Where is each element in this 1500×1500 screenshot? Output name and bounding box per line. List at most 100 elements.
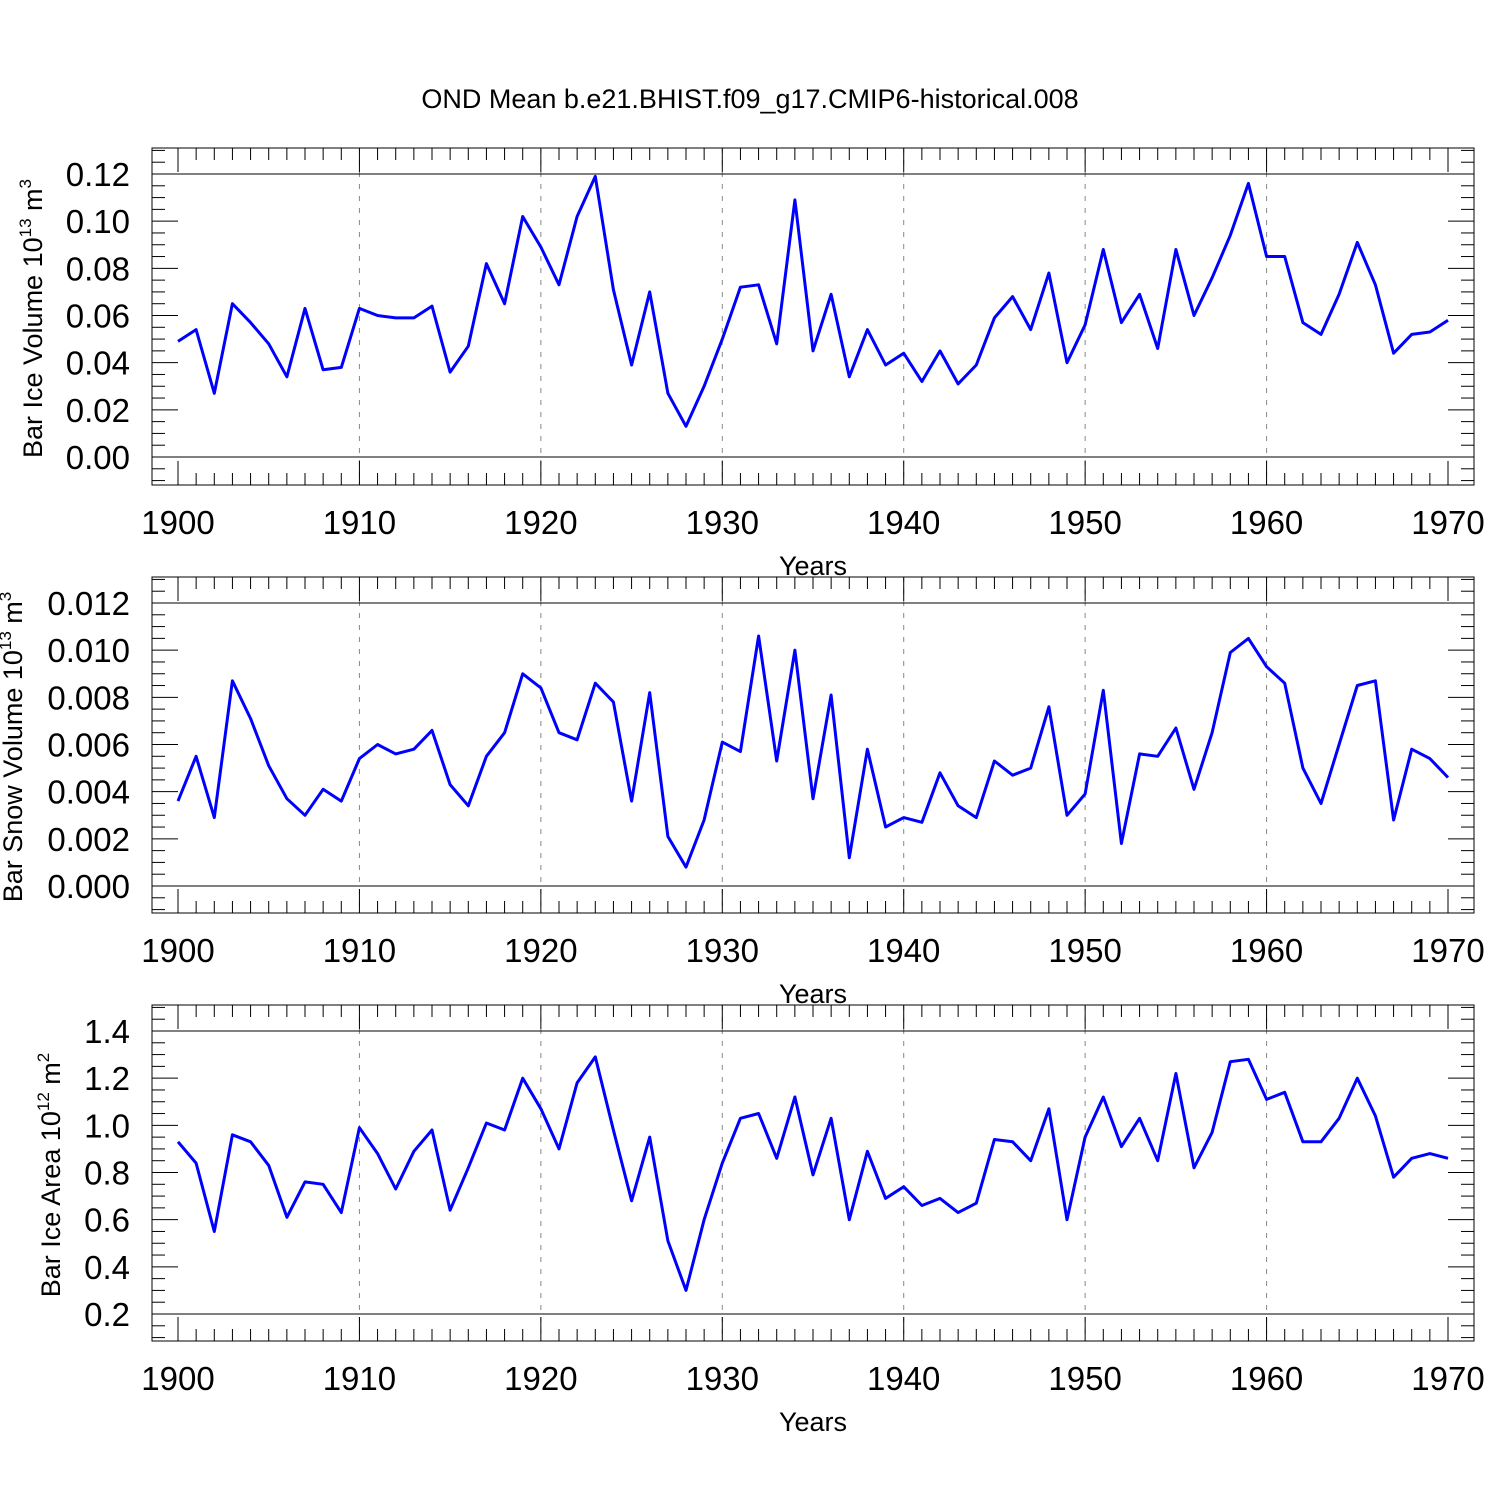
data-point — [467, 345, 470, 348]
data-point — [975, 816, 978, 819]
data-point — [1193, 1166, 1196, 1169]
data-point — [1410, 1157, 1413, 1160]
data-point — [1066, 814, 1069, 817]
data-point — [975, 1202, 978, 1205]
data-point — [812, 797, 815, 800]
data-point — [1374, 283, 1377, 286]
data-point — [267, 342, 270, 345]
x-tick-label: 1900 — [141, 1360, 214, 1397]
data-point — [630, 800, 633, 803]
data-point — [340, 800, 343, 803]
data-point — [866, 328, 869, 331]
data-point — [993, 760, 996, 763]
data-point — [1102, 689, 1105, 692]
data-point — [830, 293, 833, 296]
data-point — [1410, 748, 1413, 751]
data-point — [467, 1166, 470, 1169]
data-point — [358, 757, 361, 760]
data-point — [920, 1204, 923, 1207]
x-tick-label: 1920 — [504, 1360, 577, 1397]
data-point — [1011, 1140, 1014, 1143]
y-tick-label: 0.04 — [66, 345, 130, 382]
data-point — [1356, 241, 1359, 244]
x-tick-label: 1930 — [686, 504, 759, 541]
data-point — [231, 302, 234, 305]
data-point — [467, 804, 470, 807]
series-line — [177, 174, 1449, 428]
data-point — [1066, 1218, 1069, 1221]
data-point — [576, 738, 579, 741]
data-point — [1338, 293, 1341, 296]
data-point — [1301, 767, 1304, 770]
data-point — [775, 760, 778, 763]
data-point — [1138, 1117, 1141, 1120]
data-point — [993, 316, 996, 319]
data-point — [793, 198, 796, 201]
series-line — [176, 1055, 1449, 1292]
x-tick-label: 1960 — [1230, 932, 1303, 969]
data-point — [721, 338, 724, 341]
data-point — [1011, 774, 1014, 777]
data-point — [304, 307, 307, 310]
data-point — [1447, 319, 1450, 322]
data-point — [812, 1173, 815, 1176]
data-point — [793, 649, 796, 652]
data-point — [1338, 1117, 1341, 1120]
y-tick-label: 0.004 — [47, 774, 130, 811]
data-point — [703, 385, 706, 388]
x-tick-label: 1970 — [1411, 932, 1484, 969]
y-tick-label: 0.008 — [47, 679, 130, 716]
data-point — [249, 321, 252, 324]
x-tick-label: 1910 — [323, 504, 396, 541]
data-point — [249, 717, 252, 720]
x-tick-label: 1930 — [686, 932, 759, 969]
data-point — [1156, 755, 1159, 758]
y-axis-title: Bar Snow Volume 1013 m3 — [0, 592, 28, 903]
data-point — [1447, 776, 1450, 779]
data-point — [830, 1117, 833, 1120]
data-point — [666, 1239, 669, 1242]
data-point — [1283, 682, 1286, 685]
data-point — [431, 729, 434, 732]
x-tick-label: 1900 — [141, 932, 214, 969]
y-tick-label: 0.2 — [84, 1296, 130, 1333]
data-point — [1120, 842, 1123, 845]
data-point — [902, 352, 905, 355]
data-point — [1392, 1176, 1395, 1179]
data-point — [612, 288, 615, 291]
data-point — [322, 1183, 325, 1186]
data-point — [648, 691, 651, 694]
data-point — [666, 392, 669, 395]
data-point — [812, 349, 815, 352]
data-point — [884, 364, 887, 367]
y-tick-label: 0.00 — [66, 439, 130, 476]
data-point — [1247, 637, 1250, 640]
data-point — [195, 1162, 198, 1165]
data-point — [920, 821, 923, 824]
data-point — [1138, 293, 1141, 296]
data-point — [249, 1140, 252, 1143]
data-point — [449, 783, 452, 786]
data-point — [721, 741, 724, 744]
data-point — [285, 1216, 288, 1219]
data-point — [630, 364, 633, 367]
data-point — [431, 1129, 434, 1132]
data-point — [1229, 1060, 1232, 1063]
data-point — [648, 290, 651, 293]
y-axis-title: Bar Ice Volume 1013 m3 — [16, 179, 48, 458]
y-tick-label: 0.6 — [84, 1202, 130, 1239]
data-point — [558, 283, 561, 286]
data-point — [576, 1081, 579, 1084]
data-point — [1084, 793, 1087, 796]
data-point — [231, 679, 234, 682]
data-point — [521, 215, 524, 218]
x-axis-title: Years — [779, 551, 847, 581]
data-point — [612, 701, 615, 704]
data-point — [412, 1150, 415, 1153]
data-point — [177, 340, 180, 343]
panel-ice-volume: 1900 1910 1920 1930 1940 1950 1960 1970 Years 0.0… — [16, 147, 1485, 581]
plot-frame — [151, 576, 1475, 914]
data-point — [775, 1157, 778, 1160]
x-tick-label: 1950 — [1048, 1360, 1121, 1397]
data-point — [304, 814, 307, 817]
